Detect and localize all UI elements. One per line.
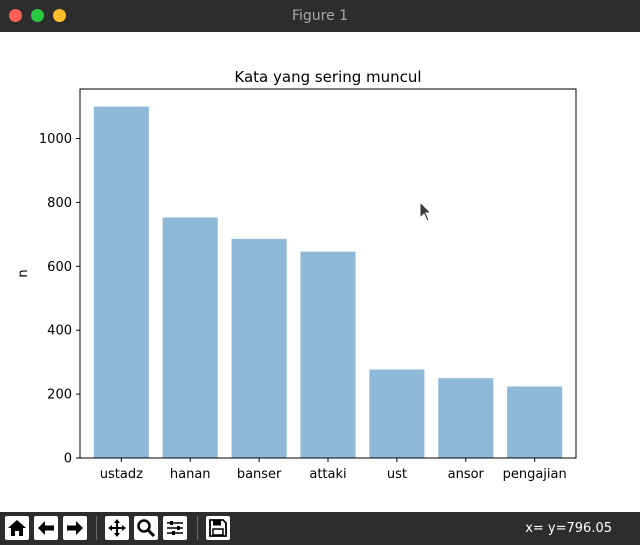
mouse-cursor-icon xyxy=(419,201,433,222)
x-tick-label: hanan xyxy=(170,467,211,482)
x-tick-label: ansor xyxy=(448,467,485,482)
title-bar: Figure 1 xyxy=(0,0,640,32)
navigation-toolbar: x= y=796.05 xyxy=(0,512,640,545)
close-window-button[interactable] xyxy=(9,9,22,22)
back-button[interactable] xyxy=(34,516,58,540)
x-tick-label: banser xyxy=(237,467,282,482)
arrow-left-icon xyxy=(38,521,54,535)
bar-hanan xyxy=(162,217,218,458)
x-tick-label: pengajian xyxy=(503,467,567,482)
save-button[interactable] xyxy=(206,516,230,540)
forward-button[interactable] xyxy=(63,516,87,540)
x-tick-label: ustadz xyxy=(100,467,143,482)
window-title: Figure 1 xyxy=(291,8,349,24)
y-tick-label: 800 xyxy=(47,196,72,211)
home-icon xyxy=(8,520,26,536)
zoom-button[interactable] xyxy=(134,516,158,540)
figure-canvas[interactable]: ustadz hanan banser attaki ust ansor pengajian… xyxy=(0,32,640,512)
bar-ust xyxy=(369,369,425,458)
bar-ustadz xyxy=(93,106,149,459)
bar-banser xyxy=(231,238,287,458)
maximize-window-button[interactable] xyxy=(53,9,66,22)
pan-button[interactable] xyxy=(105,516,129,540)
home-button[interactable] xyxy=(5,516,29,540)
toolbar-separator xyxy=(197,516,198,540)
y-tick-label: 0 xyxy=(64,452,72,467)
configure-subplots-button[interactable] xyxy=(163,516,187,540)
bar-attaki xyxy=(300,251,356,458)
bar-pengajian xyxy=(507,386,563,458)
bar-chart: ustadz hanan banser attaki ust ansor pengajian… xyxy=(16,68,577,482)
pan-icon xyxy=(108,519,126,537)
cursor-coordinates-readout: x= y=796.05 xyxy=(525,521,612,536)
sliders-icon xyxy=(167,521,183,535)
y-axis-label: n xyxy=(16,269,31,277)
arrow-right-icon xyxy=(67,521,83,535)
x-tick-label: ust xyxy=(387,467,407,482)
y-tick-label: 600 xyxy=(47,260,72,275)
chart-title: Kata yang sering muncul xyxy=(234,68,421,86)
minimize-window-button[interactable] xyxy=(31,9,44,22)
zoom-icon xyxy=(137,519,156,538)
bar-ansor xyxy=(438,378,494,458)
save-icon xyxy=(209,519,227,537)
x-tick-label: attaki xyxy=(309,467,346,482)
y-tick-label: 1000 xyxy=(39,132,72,147)
y-tick-label: 400 xyxy=(47,324,72,339)
toolbar-separator xyxy=(96,516,97,540)
y-tick-label: 200 xyxy=(47,388,72,403)
